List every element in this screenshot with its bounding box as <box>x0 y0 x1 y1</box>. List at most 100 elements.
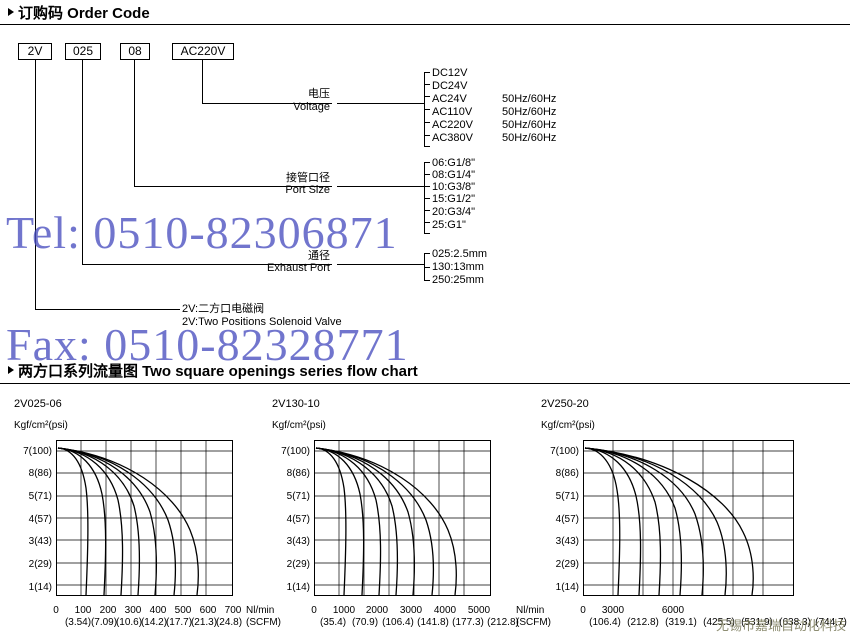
bracket-voltage-tick-0 <box>424 72 430 73</box>
chart0-xtick2-0: (3.54) <box>64 617 92 628</box>
divider-top <box>0 24 850 25</box>
chart1-ytick-1: 8(86) <box>286 468 310 479</box>
bracket-voltage-tick-6 <box>424 146 430 147</box>
order-code-box-series: 2V <box>18 43 52 60</box>
leader-port-horizontal <box>134 186 332 187</box>
voltage-item-2: AC24V <box>432 93 467 105</box>
chart2-ytick-1: 8(86) <box>555 468 579 479</box>
voltage-item-3: AC110V <box>432 106 473 118</box>
chart0-xtick-2: 300 <box>124 605 142 616</box>
chart0-xtick2-5: (21.3) <box>190 617 218 628</box>
order-code-box-voltage: AC220V <box>172 43 234 60</box>
chart-title-2: 2V250-20 <box>541 398 589 410</box>
chart2-ytick-6: 1(14) <box>555 582 579 593</box>
chart-yunit-1: Kgf/cm²(psi) <box>272 420 326 431</box>
voltage-item-1: DC24V <box>432 80 468 92</box>
chart0-xtick-4: 500 <box>174 605 192 616</box>
port-item-4: 20:G3/4" <box>432 206 476 218</box>
chart1-xtick2-2: (106.4) <box>382 617 414 628</box>
leader-exhaust-horizontal <box>82 264 332 265</box>
bracket-voltage-tick-1 <box>424 84 430 85</box>
chart1-xtick2-3: (141.8) <box>417 617 449 628</box>
voltage-note-4: 50Hz/60Hz <box>502 119 557 131</box>
chart1-xtick-1: 2000 <box>365 605 389 616</box>
exhaust-item-1: 130:13mm <box>432 261 484 273</box>
port-item-5: 25:G1" <box>432 219 466 231</box>
section-header-order-code: 订购码 Order Code <box>8 2 150 23</box>
chart-2v250-20: 2V250-20 Kgf/cm²(psi) 7(100) 8(86) 5(71)… <box>527 398 850 636</box>
bracket-port-tick-1 <box>424 174 430 175</box>
chart-title-1: 2V130-10 <box>272 398 320 410</box>
group-label-voltage-cn: 电压 <box>308 88 330 100</box>
chart0-xunit-2: (SCFM) <box>246 617 281 628</box>
voltage-note-5: 50Hz/60Hz <box>502 132 557 144</box>
chart0-xtick2-2: (10.6) <box>115 617 143 628</box>
bracket-port-tick-2 <box>424 186 430 187</box>
chart0-ytick-3: 4(57) <box>28 514 52 525</box>
chart2-xtick2-0: (106.4) <box>589 617 621 628</box>
divider-mid <box>0 383 850 384</box>
voltage-item-0: DC12V <box>432 67 468 79</box>
group-label-port-cn: 接管口径 <box>286 172 330 184</box>
series-item-0: 2V:二方口电磁阀 <box>182 303 265 315</box>
voltage-item-5: AC380V <box>432 132 473 144</box>
chart0-xtick2-6: (24.8) <box>215 617 243 628</box>
chart1-ytick-6: 1(14) <box>286 582 310 593</box>
leader-series-vertical <box>35 60 36 310</box>
chart2-xtick2-3: (425.5) <box>703 617 735 628</box>
chart2-xtick2-6: (744.7) <box>815 617 847 628</box>
chart0-ytick-0: 7(100) <box>23 446 52 457</box>
port-item-0: 06:G1/8" <box>432 157 476 169</box>
leader-voltage-vertical <box>202 60 203 103</box>
group-label-port-en: Port Size <box>285 184 330 196</box>
bracket-port-tick-5 <box>424 222 430 223</box>
chart1-xorigin: 0 <box>311 605 317 616</box>
bracket-voltage-stem <box>337 103 425 104</box>
chart1-ytick-5: 2(29) <box>286 559 310 570</box>
chart2-ytick-3: 4(57) <box>555 514 579 525</box>
chart-2v130-10: 2V130-10 Kgf/cm²(psi) 7(100) 8(86) 5(71)… <box>258 398 551 636</box>
chart0-ytick-1: 8(86) <box>28 468 52 479</box>
bracket-exhaust-tick-1 <box>424 267 430 268</box>
chart0-plot <box>56 440 233 596</box>
chart1-xtick2-0: (35.4) <box>319 617 347 628</box>
chart1-xtick-2: 3000 <box>399 605 423 616</box>
order-code-box-exhaust: 025 <box>65 43 101 60</box>
leader-voltage-horizontal <box>202 103 332 104</box>
chart-yunit-0: Kgf/cm²(psi) <box>14 420 68 431</box>
chart2-xtick-1: 6000 <box>661 605 685 616</box>
chart0-xtick2-4: (17.7) <box>165 617 193 628</box>
chart2-xtick2-5: (638.3) <box>779 617 811 628</box>
chart0-ytick-5: 2(29) <box>28 559 52 570</box>
exhaust-item-0: 025:2.5mm <box>432 248 488 260</box>
chart0-ytick-6: 1(14) <box>28 582 52 593</box>
bracket-port-tick-4 <box>424 210 430 211</box>
chart1-xtick2-1: (70.9) <box>351 617 379 628</box>
leader-exhaust-vertical <box>82 60 83 265</box>
exhaust-item-2: 250:25mm <box>432 274 484 286</box>
port-item-3: 15:G1/2" <box>432 193 476 205</box>
chart0-xunit-1: Nl/min <box>246 605 275 616</box>
chart1-plot <box>314 440 491 596</box>
chart0-xtick-5: 600 <box>199 605 217 616</box>
section-header-flow-chart: 两方口系列流量图 Two square openings series flow… <box>8 360 418 381</box>
bracket-voltage-tick-5 <box>424 135 430 136</box>
chart2-ytick-5: 2(29) <box>555 559 579 570</box>
chart1-xtick-0: 1000 <box>332 605 356 616</box>
bracket-port-stem <box>337 186 425 187</box>
voltage-note-3: 50Hz/60Hz <box>502 106 557 118</box>
chart1-ytick-3: 4(57) <box>286 514 310 525</box>
chart0-xtick-0: 100 <box>74 605 92 616</box>
chart1-xtick-3: 4000 <box>433 605 457 616</box>
chart1-ytick-2: 5(71) <box>286 491 310 502</box>
bracket-voltage-tick-2 <box>424 96 430 97</box>
bracket-exhaust-tick-2 <box>424 280 430 281</box>
triangle-bullet-icon <box>8 8 14 16</box>
chart-2v025-06: 2V025-06 Kgf/cm²(psi) 7(100) 8(86) 5(71)… <box>0 398 281 636</box>
chart0-xtick2-3: (14.2) <box>140 617 168 628</box>
chart2-xtick2-2: (319.1) <box>665 617 697 628</box>
chart2-plot <box>583 440 794 596</box>
leader-series-horizontal <box>35 309 180 310</box>
chart0-xtick-1: 200 <box>99 605 117 616</box>
